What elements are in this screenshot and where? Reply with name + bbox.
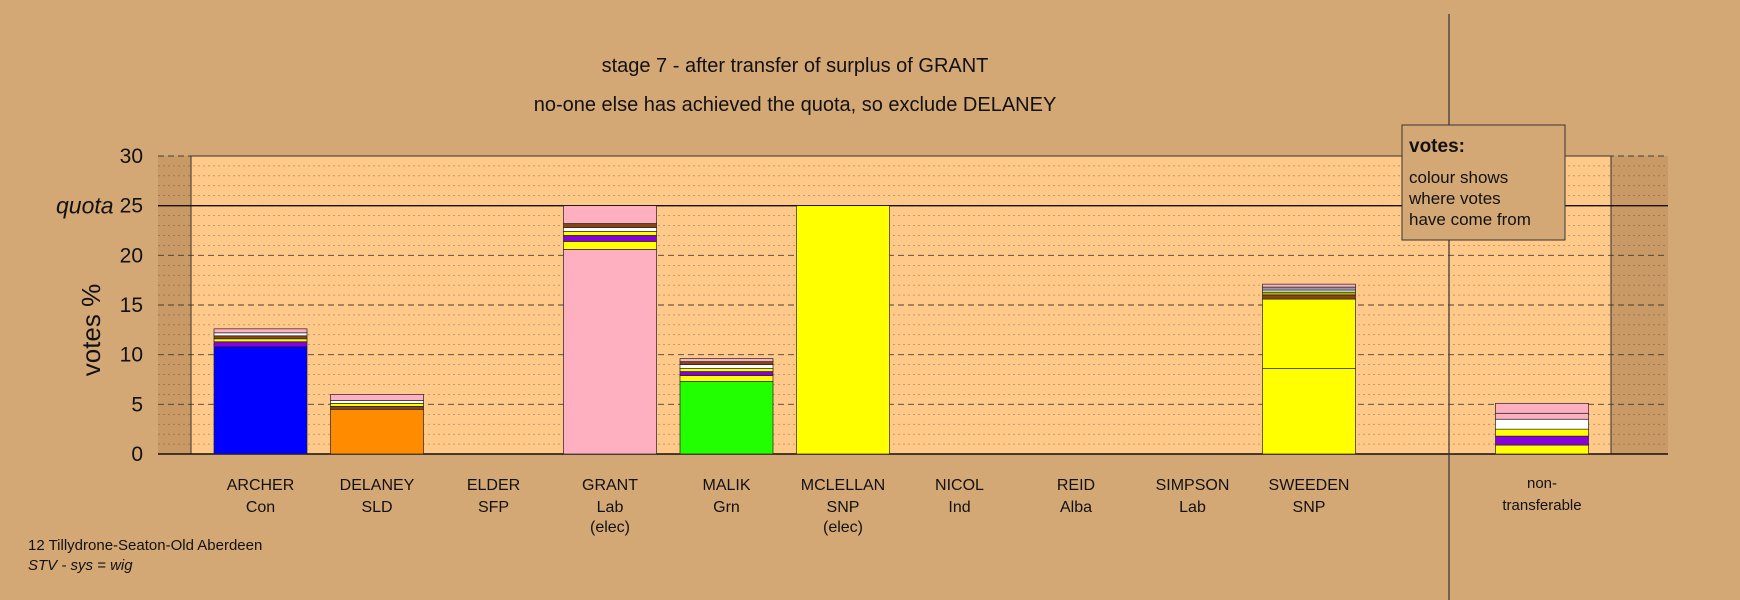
y-tick-label: 15 [120,294,143,317]
bar-segment-grant [563,249,657,455]
x-tick-label-party: transferable [1502,497,1581,514]
bar-segment-archer [213,346,308,455]
legend-line: colour shows [1409,168,1508,187]
x-tick-label-name: SIMPSON [1156,477,1230,494]
bar-segment-grant [563,205,657,224]
bar-segment-delaney [330,405,424,410]
bar-segment-malik [679,361,774,365]
y-axis-label: votes % [76,284,106,377]
x-tick-label-party: Grn [713,499,740,516]
legend-box: votes: colour shows where votes have com… [1401,124,1566,241]
x-tick-label-party: Lab [1179,499,1206,516]
chart-title: stage 7 - after transfer of surplus of G… [602,55,989,77]
y-tick-label: 20 [120,244,143,267]
legend-line: have come from [1409,210,1531,229]
footer-constituency: 12 Tillydrone-Seaton-Old Aberdeen [28,537,262,554]
bar-segment-grant [563,223,657,228]
x-tick-label-name: GRANT [582,477,638,494]
bar-segment-malik [679,364,774,369]
bar-segment-non [1495,412,1589,420]
bar-segment-non [1495,402,1589,414]
x-tick-label-party: Lab [597,499,624,516]
footer-system: STV - sys = wig [28,557,133,574]
x-tick-label-name: REID [1057,477,1095,494]
bar-segment-archer [213,338,308,343]
bar-segment-sweeden [1262,291,1356,296]
bar-segment-grant [563,227,657,232]
y-tick-label: 30 [120,145,143,168]
bar-segment-malik [679,381,774,455]
bar-segment-delaney [330,408,424,455]
x-tick-label-name: NICOL [935,477,984,494]
bar-segment-malik [679,368,774,372]
y-tick-label: 5 [131,393,143,416]
x-tick-label-name: non- [1527,475,1557,492]
bar-segment-malik [679,371,774,376]
bar-segment-sweeden [1262,283,1356,288]
bar-segment-sweeden [1262,298,1356,369]
bar-segment-sweeden [1262,368,1356,455]
bar-segment-archer [213,332,308,337]
x-tick-label-name: MALIK [702,477,750,494]
bar-segment-delaney [330,394,424,401]
bar-segment-non [1495,418,1589,430]
bar-segment-malik [679,358,774,362]
bar-segment-archer [213,341,308,348]
y-tick-label: 0 [131,443,143,466]
bar-segment-non [1495,444,1589,455]
y-tick-label: 10 [120,344,143,367]
bar-segment-malik [679,375,774,382]
x-tick-label-name: ARCHER [227,477,295,494]
bar-segment-grant [563,231,657,236]
y-tick-label: 25 [120,195,143,218]
x-tick-label-note: (elec) [590,519,630,536]
x-tick-label-name: ELDER [467,477,520,494]
legend-line: where votes [1408,189,1501,208]
bar-segment-sweeden [1262,286,1356,291]
chart-subtitle: no-one else has achieved the quota, so e… [534,94,1057,116]
bar-segment-delaney [330,400,424,404]
x-tick-label-party: Con [246,499,275,516]
bar-segment-delaney [330,402,424,407]
x-tick-label-party: Alba [1060,499,1092,516]
x-tick-label-name: DELANEY [340,477,415,494]
bar-segment-non [1495,435,1589,446]
legend-title: votes: [1409,136,1465,157]
bar-segment-archer [213,328,308,334]
x-tick-label-note: (elec) [823,519,863,536]
bar-segment-archer [213,335,308,340]
bar-segment-non [1495,428,1589,437]
bar-segment-sweeden [1262,294,1356,300]
bar-segment-grant [563,235,657,242]
x-tick-label-party: SNP [827,499,860,516]
bar-segment-grant [563,241,657,250]
x-tick-label-party: SNP [1293,499,1326,516]
bar-segment-mclellan [796,205,890,455]
quota-label: quota [56,193,114,219]
x-tick-label-party: SLD [361,499,392,516]
axis-labels: 0 5 10 15 20 25 30 quota ARCHER Con DELANEY SLD ELDE… [56,145,1582,536]
x-tick-label-party: SFP [478,499,509,516]
bars [213,205,1589,455]
x-tick-label-party: Ind [948,499,970,516]
x-tick-label-name: SWEEDEN [1269,477,1350,494]
x-tick-label-name: MCLELLAN [801,477,885,494]
